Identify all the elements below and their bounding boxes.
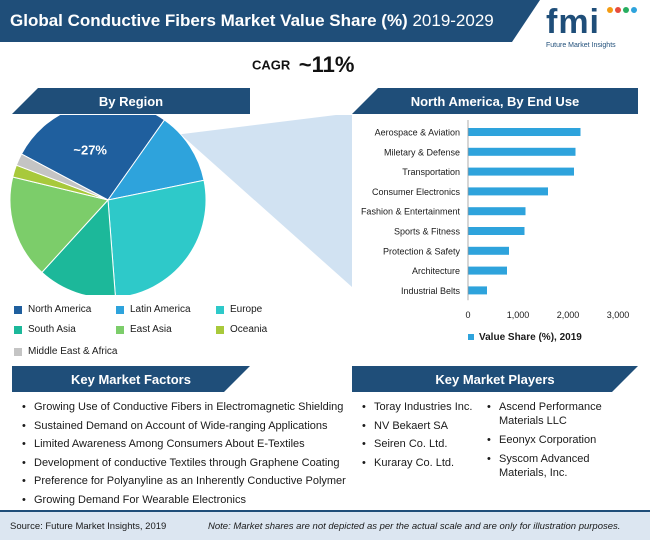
bar-industrial-belts: [468, 286, 487, 295]
logo-caption: Future Market Insights: [546, 42, 616, 49]
players-section-header: Key Market Players: [352, 366, 638, 392]
bar-category-label: Miletary & Defense: [384, 147, 460, 157]
pie-slice-latin-america: [106, 119, 205, 201]
bar-x-tick-label: 0: [465, 310, 470, 320]
bar-consumer-electronics: [468, 187, 548, 196]
factors-list: Growing Use of Conductive Fibers in Elec…: [22, 398, 352, 509]
legend-label: South Asia: [28, 324, 76, 335]
bar-category-label: Transportation: [402, 167, 460, 177]
legend-item: Oceania: [216, 324, 267, 335]
legend-label: North America: [28, 304, 92, 315]
legend-swatch: [216, 325, 224, 334]
bar-category-label: Industrial Belts: [401, 286, 461, 296]
bar-category-label: Architecture: [412, 266, 460, 276]
legend-item: East Asia: [116, 324, 172, 335]
legend-item: South Asia: [14, 324, 76, 335]
bar-category-label: Protection & Safety: [383, 246, 461, 256]
bar-category-label: Sports & Fitness: [394, 227, 461, 237]
bar-fashion-entertainment: [468, 207, 526, 216]
legend-swatch: [116, 305, 124, 314]
bar-architecture: [468, 266, 507, 275]
bar-aerospace-aviation: [468, 128, 581, 136]
player-item: Eeonyx Corporation: [487, 433, 627, 447]
bar-x-tick-label: 3,000: [607, 310, 630, 320]
bar-x-tick-label: 2,000: [557, 310, 580, 320]
north-america-section-header: North America, By End Use: [352, 88, 638, 114]
cagr-label: CAGR: [252, 57, 291, 73]
players-section-title: Key Market Players: [435, 371, 555, 387]
player-item: Ascend Performance Materials LLC: [487, 400, 627, 428]
legend-label: Oceania: [230, 324, 268, 335]
player-item: Kuraray Co. Ltd.: [362, 456, 472, 475]
legend-item: Latin America: [116, 304, 191, 315]
player-item: Toray Industries Inc.: [362, 400, 472, 419]
legend-item: Europe: [216, 304, 262, 315]
factors-section-header: Key Market Factors: [12, 366, 250, 392]
footer: Source: Future Market Insights, 2019 Not…: [0, 512, 650, 540]
factor-item: Growing Demand For Wearable Electronics: [22, 491, 352, 510]
legend-swatch: [216, 305, 224, 314]
title-bar: Global Conductive Fibers Market Value Sh…: [0, 0, 540, 42]
title-main: Global Conductive Fibers Market Value Sh…: [10, 11, 408, 30]
cagr: CAGR ~11%: [252, 52, 354, 78]
source-text: Source: Future Market Insights, 2019: [10, 521, 167, 532]
legend-swatch: [14, 305, 22, 314]
bar-category-label: Fashion & Entertainment: [361, 207, 461, 217]
player-item: Syscom Advanced Materials, Inc.: [487, 452, 597, 480]
bar-legend-label: Value Share (%), 2019: [479, 332, 582, 343]
title-years: 2019-2029: [412, 11, 494, 30]
cagr-value: ~11%: [298, 52, 355, 77]
factors-section-title: Key Market Factors: [71, 371, 191, 387]
pie-slice-north-america: [20, 115, 166, 201]
factor-item: Development of conductive Textiles throu…: [22, 454, 352, 473]
factor-item: Preference for Polyanyline as an Inheren…: [22, 472, 352, 491]
players-list-right: Ascend Performance Materials LLC Eeonyx …: [487, 400, 627, 485]
legend-swatch: [14, 325, 22, 334]
end-use-bar-chart: Aerospace & Aviation Miletary & Defense Tr…: [361, 120, 630, 343]
legend-item: Middle East & Africa: [14, 346, 117, 357]
legend-label: East Asia: [130, 324, 172, 335]
pie-slice-south-asia: [41, 198, 116, 295]
pie-slice-label: ~27%: [73, 142, 107, 157]
fmi-logo: fmi Future Market Insights: [546, 4, 646, 52]
legend-swatch: [14, 347, 22, 356]
factor-item: Sustained Demand on Account of Wide-rang…: [22, 417, 352, 436]
pie-slice-east-asia: [9, 176, 109, 274]
region-pie-chart: ~27%: [9, 115, 352, 295]
note-text: Note: Market shares are not depicted as …: [208, 521, 621, 532]
north-america-section-title: North America, By End Use: [410, 93, 580, 109]
bar-transportation: [468, 167, 574, 176]
factor-item: Limited Awareness Among Consumers About …: [22, 435, 352, 454]
legend-label: Middle East & Africa: [28, 346, 118, 357]
logo-dots-icon: [607, 7, 637, 13]
footer-divider: [0, 510, 650, 512]
players-list-left: Toray Industries Inc. NV Bekaert SA Seir…: [362, 400, 472, 474]
logo-letters: fmi: [546, 3, 600, 41]
callout-connector: [21, 115, 352, 287]
bar-sports-fitness: [468, 227, 525, 235]
legend-item: North America: [14, 304, 91, 315]
bar-protection-safety: [468, 246, 509, 255]
region-section-title: By Region: [98, 93, 164, 109]
bar-x-tick-label: 1,000: [507, 310, 530, 320]
bar-category-label: Consumer Electronics: [372, 187, 461, 197]
legend-label: Europe: [230, 304, 263, 315]
page-title: Global Conductive Fibers Market Value Sh…: [10, 11, 494, 31]
legend-swatch: [116, 325, 124, 334]
legend-label: Latin America: [130, 304, 191, 315]
player-item: NV Bekaert SA: [362, 419, 472, 438]
bar-miletary-defense: [468, 147, 576, 156]
factor-item: Growing Use of Conductive Fibers in Elec…: [22, 398, 352, 417]
region-section-header: By Region: [12, 88, 250, 114]
pie-slice-middle-east-africa: [15, 153, 109, 201]
bar-legend-swatch: [468, 334, 474, 340]
pie-slice-europe: [107, 179, 207, 295]
bar-category-label: Aerospace & Aviation: [375, 128, 460, 138]
player-item: Seiren Co. Ltd.: [362, 437, 472, 456]
